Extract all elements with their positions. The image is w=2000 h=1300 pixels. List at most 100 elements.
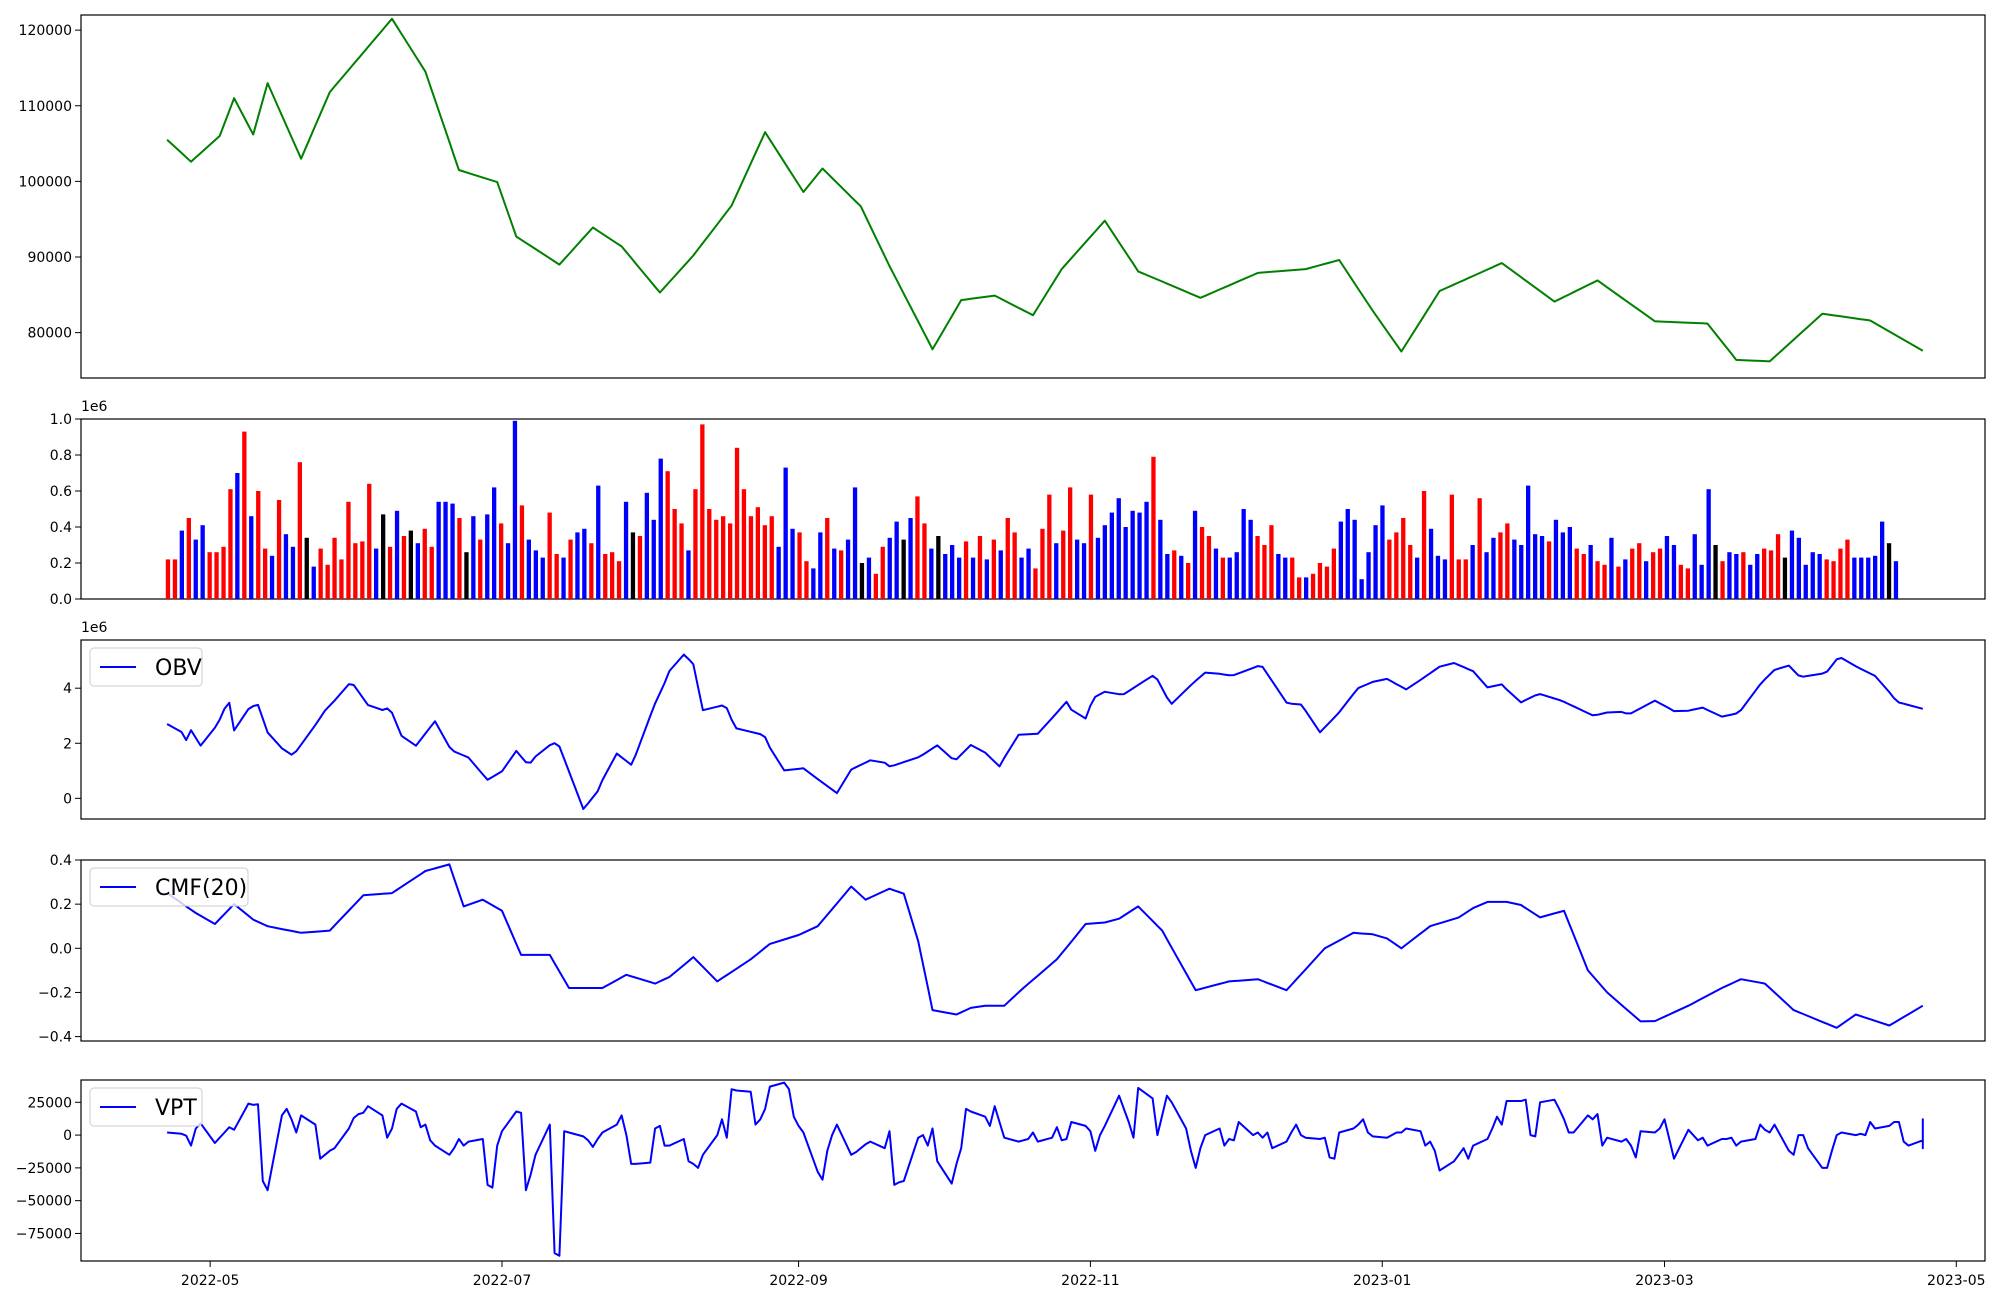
volume-bar <box>1519 545 1524 599</box>
volume-bar <box>748 516 754 599</box>
volume-bar <box>1352 519 1357 599</box>
volume-bar <box>1810 552 1815 599</box>
volume-bar <box>700 424 705 599</box>
volume-bar <box>1380 505 1385 599</box>
volume-bar <box>457 518 462 599</box>
volume-bar <box>1421 491 1427 599</box>
volume-bar <box>1394 532 1399 599</box>
volume-ytick-label: 0.6 <box>50 484 72 500</box>
volume-bar <box>242 431 247 599</box>
volume-bar <box>360 541 365 599</box>
vpt-ytick-label: −50000 <box>16 1194 72 1210</box>
volume-bar <box>1054 543 1059 599</box>
volume-bar <box>741 489 747 599</box>
volume-bar <box>422 528 427 599</box>
volume-bar <box>575 532 580 599</box>
volume-bar <box>873 573 878 599</box>
volume-bar <box>1727 552 1732 599</box>
volume-bar <box>603 554 608 599</box>
volume-bar <box>1408 545 1413 599</box>
volume-bar <box>1338 521 1343 599</box>
volume-bar <box>1290 557 1295 599</box>
volume-bar <box>1102 525 1107 599</box>
volume-bar <box>859 563 865 599</box>
volume-bar <box>728 523 733 599</box>
volume-bar <box>1456 559 1461 599</box>
volume-bar <box>1664 536 1670 599</box>
volume-bar <box>172 559 178 599</box>
volume-bar <box>339 559 344 599</box>
price-axes-frame <box>80 14 1986 379</box>
volume-bar <box>1331 548 1336 599</box>
volume-bar <box>249 516 254 599</box>
volume-bar <box>1893 561 1899 599</box>
volume-bar <box>1227 557 1232 599</box>
volume-bar <box>936 536 941 599</box>
volume-bar <box>1588 545 1593 599</box>
volume-bar <box>1442 559 1448 599</box>
volume-bar <box>1415 557 1420 599</box>
volume-bar <box>1206 536 1212 599</box>
volume-bar <box>1144 501 1149 599</box>
volume-bar <box>1657 548 1663 599</box>
volume-bar <box>290 546 296 599</box>
volume-bar <box>1081 543 1087 599</box>
volume-bar <box>492 487 497 599</box>
volume-bar <box>783 467 788 599</box>
x-tick-label: 2022-05 <box>181 1273 240 1289</box>
volume-bar <box>1012 532 1017 599</box>
volume-bar <box>1651 552 1656 599</box>
volume-bar <box>1158 519 1163 599</box>
vpt-legend-frame <box>89 1087 203 1127</box>
price-panel: 80000 90000 100000 110000 120000 <box>19 14 1986 379</box>
volume-bar <box>443 501 448 599</box>
volume-bar <box>1817 554 1822 599</box>
volume-bar <box>1782 557 1788 599</box>
volume-bar <box>526 539 531 599</box>
volume-bar <box>547 512 552 599</box>
volume-bar <box>1539 536 1545 599</box>
volume-bar <box>1310 573 1316 599</box>
volume-bar <box>1734 554 1739 599</box>
volume-bar <box>269 555 275 599</box>
volume-bar <box>1213 548 1219 599</box>
x-tick-label: 2023-01 <box>1353 1273 1412 1289</box>
volume-bar <box>679 523 684 599</box>
obv-legend-label: OBV <box>155 656 202 681</box>
volume-bar <box>256 491 261 599</box>
obv-offset-text: 1e6 <box>81 620 108 636</box>
volume-bar <box>1387 539 1392 599</box>
price-ytick-label: 110000 <box>19 99 72 115</box>
cmf-ytick-label: 0.0 <box>50 941 72 957</box>
volume-bar <box>193 539 198 599</box>
volume-bar <box>1220 557 1225 599</box>
volume-bar <box>1512 539 1517 599</box>
volume-bar <box>950 545 955 599</box>
volume-bar <box>1297 577 1302 599</box>
volume-bar <box>1435 555 1441 599</box>
cmf-legend-frame <box>89 867 249 907</box>
volume-bar <box>818 532 823 599</box>
volume-bar <box>1831 561 1836 599</box>
volume-bar <box>276 500 282 599</box>
volume-offset-text: 1e6 <box>81 399 108 415</box>
cmf-ytick-label: −0.4 <box>38 1030 72 1046</box>
volume-bar <box>297 462 302 599</box>
volume-bar <box>963 541 969 599</box>
volume-bar <box>408 530 413 599</box>
volume-bar <box>505 543 511 599</box>
volume-bar <box>832 548 837 599</box>
vpt-ytick-label: 0 <box>63 1128 72 1144</box>
vpt-axes-frame <box>80 1079 1986 1262</box>
volume-bar <box>374 548 379 599</box>
volume-bar <box>1859 557 1864 599</box>
volume-bar <box>1796 537 1801 599</box>
cmf-ytick-label: 0.2 <box>50 897 72 913</box>
volume-bar <box>630 532 636 599</box>
volume-bar <box>1553 519 1559 599</box>
volume-bar <box>1824 559 1829 599</box>
volume-bar <box>693 489 698 599</box>
volume-bar <box>263 548 268 599</box>
volume-bar <box>1505 523 1510 599</box>
volume-bar <box>839 550 844 599</box>
